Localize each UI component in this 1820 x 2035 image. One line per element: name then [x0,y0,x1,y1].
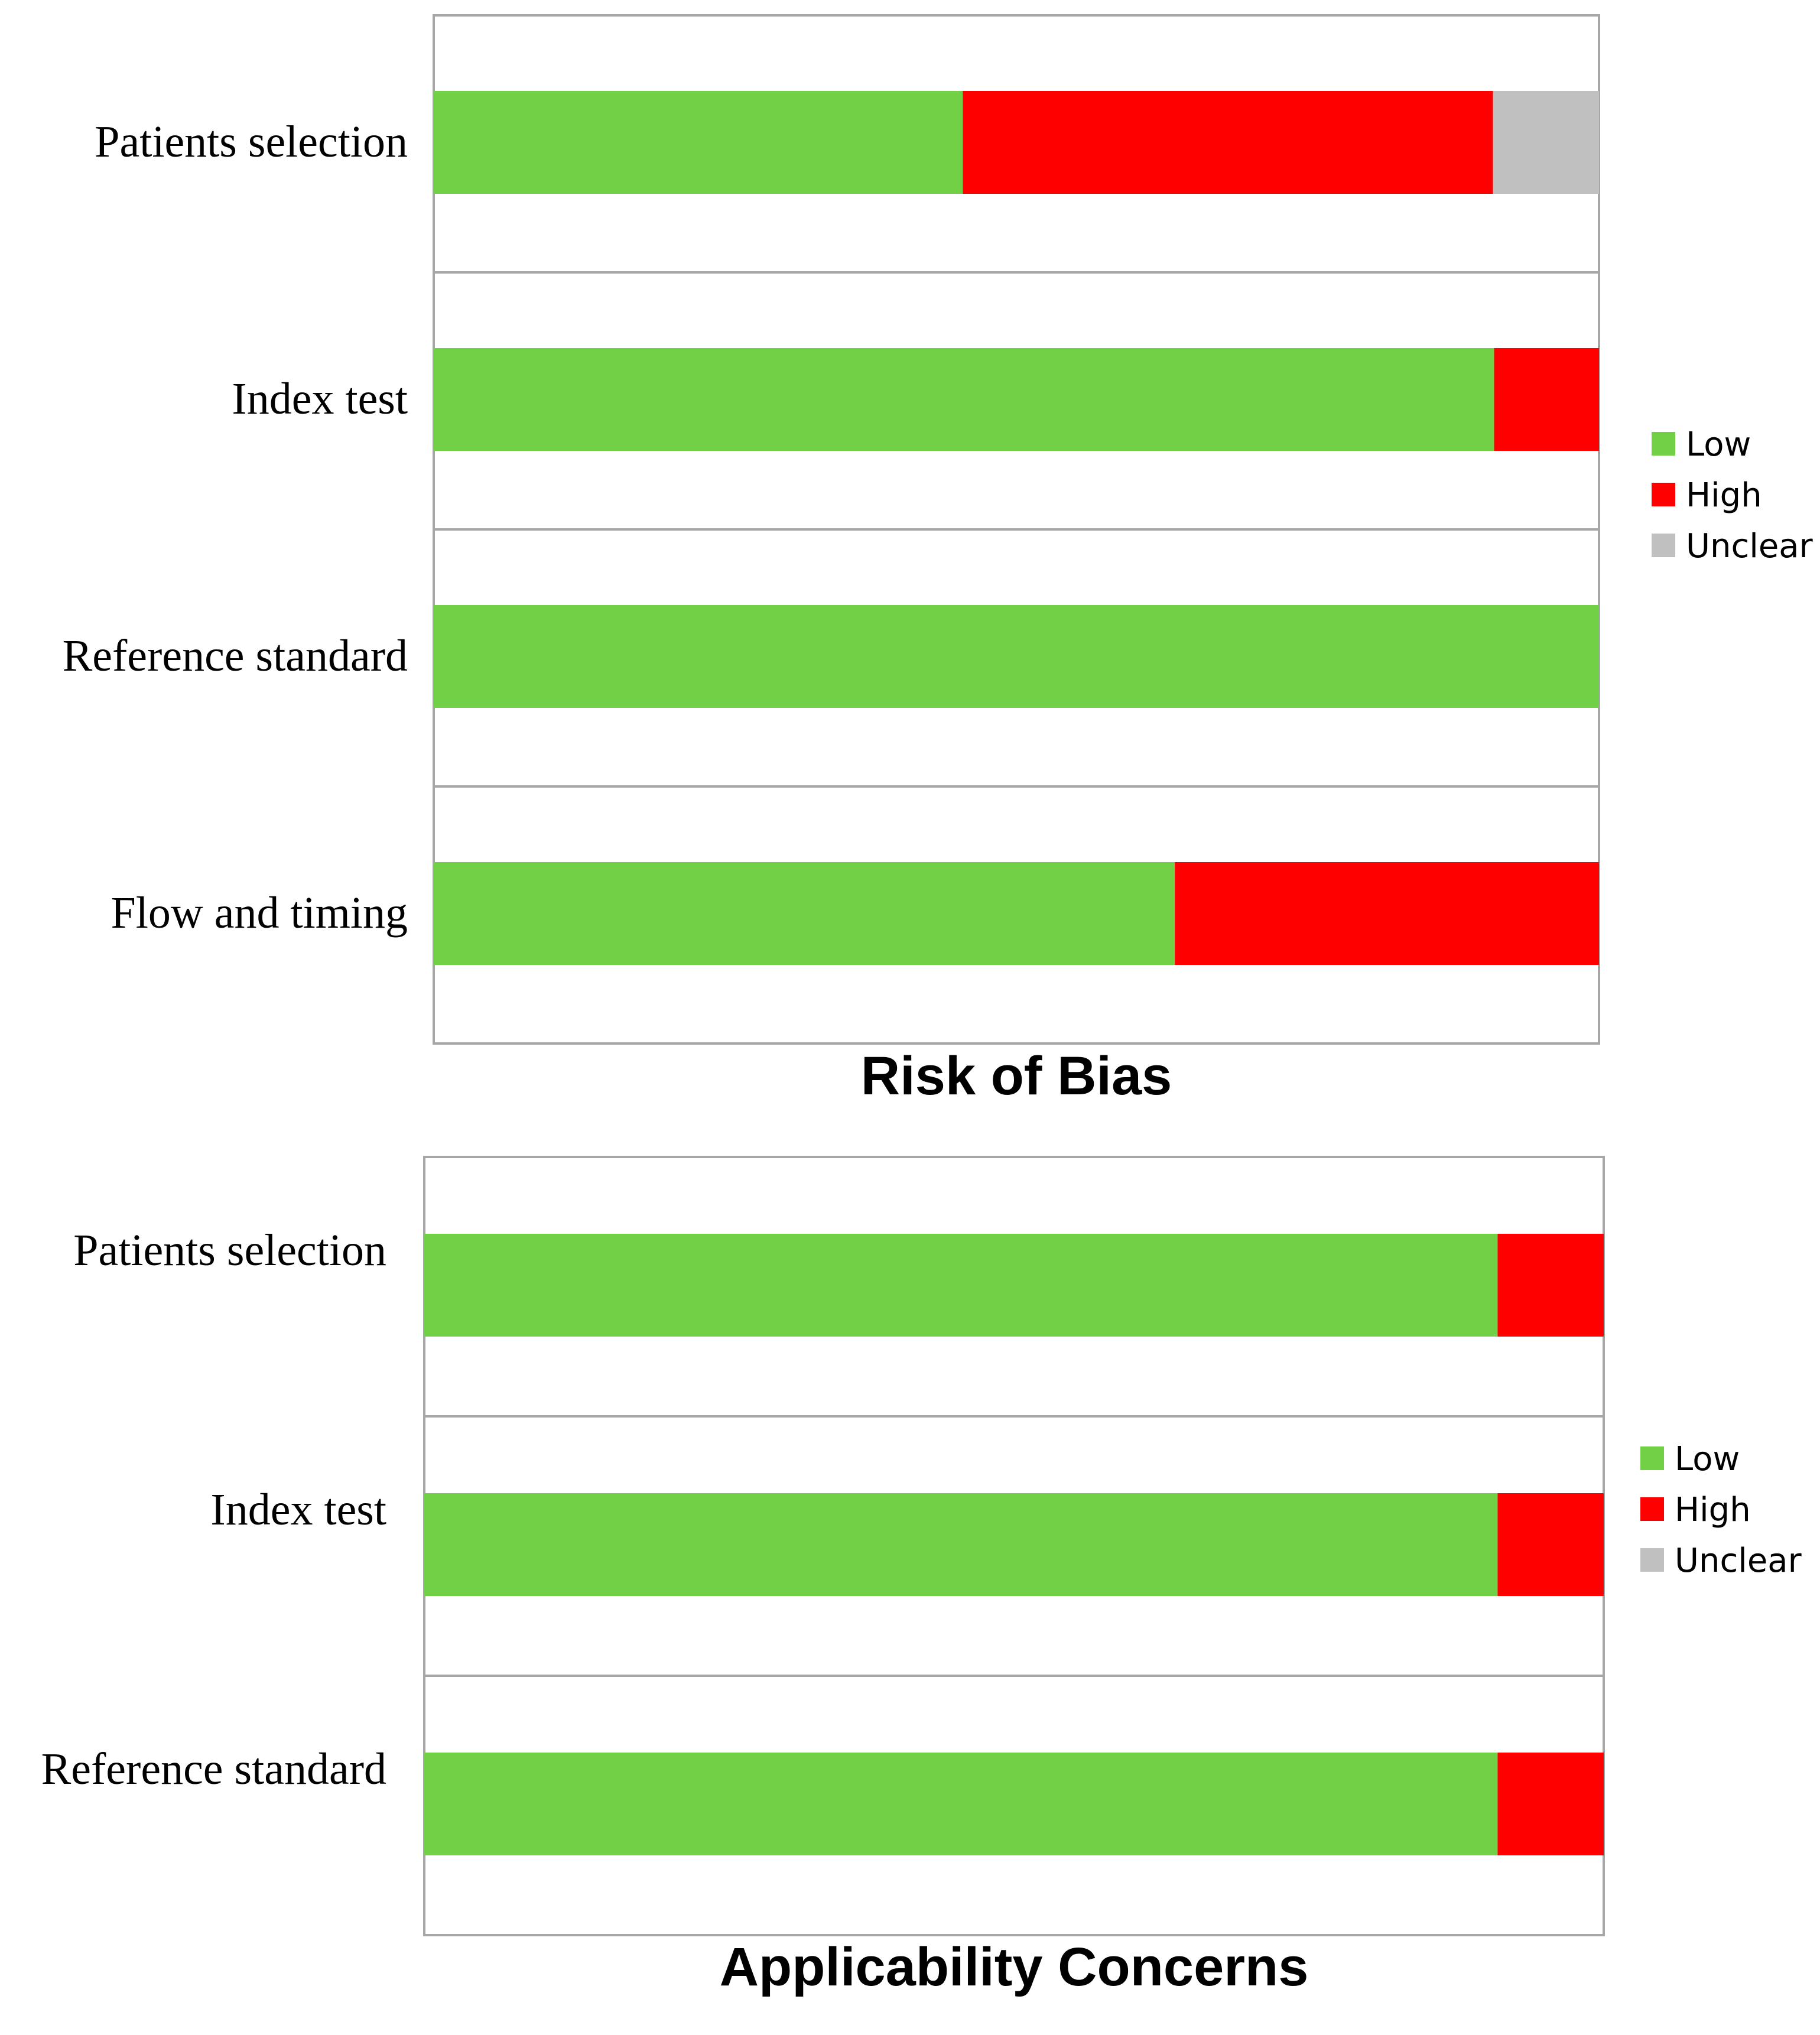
legend-swatch-high [1640,1497,1664,1521]
applicability-concerns-bar-patients-selection-low [424,1234,1498,1337]
legend-label-high: High [1675,1491,1751,1529]
risk-of-bias-bar-patients-selection-low [434,91,963,194]
risk-of-bias-legend: Low High Unclear [1652,425,1814,565]
legend-swatch-low [1640,1446,1664,1470]
applicability-concerns-category-label: Patients selection [73,1225,386,1275]
legend-swatch-low [1652,432,1675,456]
legend-swatch-high [1652,483,1675,506]
risk-of-bias-bar-flow-and-timing-low [434,862,1175,965]
risk-of-bias-bar-flow-and-timing-high [1175,862,1599,965]
risk-of-bias-bar-patients-selection-unclear [1493,91,1599,194]
applicability-concerns-chart: Patients selection Index test Reference st… [41,1156,1802,1997]
applicability-concerns-bar-patients-selection-high [1497,1234,1604,1337]
applicability-concerns-legend: Low High Unclear [1640,1440,1802,1580]
risk-of-bias-bar-index-test-high [1494,348,1599,451]
risk-of-bias-category-label: Reference standard [63,631,408,681]
applicability-concerns-bar-reference-standard-high [1497,1753,1604,1855]
risk-of-bias-category-label: Patients selection [95,117,408,167]
legend-label-unclear: Unclear [1675,1542,1802,1580]
risk-of-bias-bar-index-test-low [434,348,1494,451]
legend-swatch-unclear [1640,1548,1664,1572]
legend-label-low: Low [1686,425,1751,464]
applicability-concerns-title: Applicability Concerns [720,1937,1309,1997]
applicability-concerns-bar-reference-standard-low [424,1753,1498,1855]
risk-of-bias-bar-reference-standard-low [434,605,1599,708]
risk-of-bias-category-label: Index test [232,374,408,424]
risk-of-bias-bar-patients-selection-high [963,91,1493,194]
legend-label-low: Low [1675,1440,1740,1478]
legend-label-high: High [1686,476,1762,515]
applicability-concerns-bar-index-test-high [1497,1493,1604,1596]
applicability-concerns-category-label: Index test [210,1485,386,1535]
risk-of-bias-chart: Patients selection Index test Reference st… [63,14,1814,1106]
risk-of-bias-title: Risk of Bias [861,1046,1172,1106]
applicability-concerns-category-label: Reference standard [41,1744,386,1794]
applicability-concerns-bar-index-test-low [424,1493,1498,1596]
legend-swatch-unclear [1652,534,1675,557]
legend-label-unclear: Unclear [1686,527,1814,565]
risk-of-bias-category-label: Flow and timing [111,888,408,938]
